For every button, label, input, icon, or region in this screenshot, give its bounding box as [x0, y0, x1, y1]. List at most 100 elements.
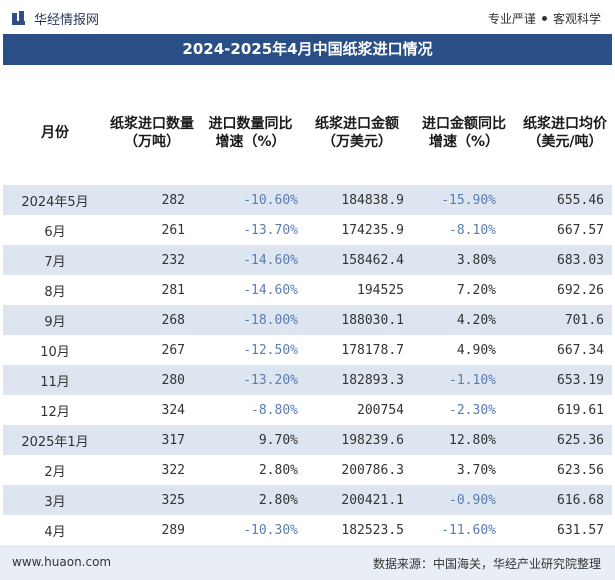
- header-month: 月份: [41, 124, 69, 141]
- cell-amount: 158462.4: [304, 245, 410, 275]
- cell-volume-yoy: -18.00%: [197, 305, 304, 335]
- table-row: 4月 289 -10.30% 182523.5 -11.60% 631.57: [3, 515, 612, 545]
- cell-volume-yoy: 2.80%: [258, 462, 298, 478]
- cell-price: 692.26: [557, 282, 604, 298]
- cell-amount-yoy: -1.10%: [410, 365, 518, 395]
- cell-price: 616.68: [518, 485, 612, 515]
- cell-amount-yoy: -2.30%: [449, 402, 496, 418]
- bullet-dot-icon: [541, 16, 547, 21]
- cell-volume-yoy: -10.60%: [197, 185, 304, 215]
- cell-volume: 280: [107, 365, 197, 395]
- cell-month: 2024年5月: [3, 185, 107, 215]
- header-volume-yoy: 进口数量同比增速（%）: [208, 115, 293, 150]
- cell-volume-yoy: -13.70%: [243, 222, 298, 238]
- footer-source: 数据来源：中国海关，华经产业研究院整理: [372, 557, 601, 571]
- top-bar: 华经情报网 专业严谨 客观科学: [0, 0, 615, 34]
- cell-month: 12月: [40, 404, 70, 420]
- cell-amount-yoy: -15.90%: [410, 185, 518, 215]
- table-row: 12月 324 -8.80% 200754 -2.30% 619.61: [3, 395, 612, 425]
- table-row: 9月 268 -18.00% 188030.1 4.20% 701.6: [3, 305, 612, 335]
- cell-amount: 194525: [357, 282, 404, 298]
- cell-amount-yoy: 4.20%: [410, 305, 518, 335]
- cell-amount-yoy: 3.80%: [410, 245, 518, 275]
- cell-volume: 317: [107, 425, 197, 455]
- table-header-row: 月份 纸浆进口数量（万吨） 进口数量同比增速（%） 纸浆进口金额（万美元） 进口…: [3, 80, 612, 185]
- cell-volume: 232: [107, 245, 197, 275]
- cell-month: 10月: [40, 344, 70, 360]
- cell-amount: 178178.7: [341, 342, 404, 358]
- cell-volume-yoy: 2.80%: [197, 485, 304, 515]
- table-row: 2024年5月 282 -10.60% 184838.9 -15.90% 655.46: [3, 185, 612, 215]
- header-price: 纸浆进口均价（美元/吨）: [523, 115, 607, 150]
- brand-name: 华经情报网: [34, 13, 100, 28]
- pulp-import-table: 月份 纸浆进口数量（万吨） 进口数量同比增速（%） 纸浆进口金额（万美元） 进口…: [3, 80, 612, 545]
- table-row: 8月 281 -14.60% 194525 7.20% 692.26: [3, 275, 612, 305]
- cell-amount: 200421.1: [304, 485, 410, 515]
- cell-volume-yoy: -10.30%: [243, 522, 298, 538]
- cell-amount-yoy: 12.80%: [410, 425, 518, 455]
- header-volume: 纸浆进口数量（万吨）: [110, 115, 194, 150]
- cell-price: 619.61: [557, 402, 604, 418]
- cell-volume: 281: [161, 282, 185, 298]
- table-row: 6月 261 -13.70% 174235.9 -8.10% 667.57: [3, 215, 612, 245]
- table-row: 2月 322 2.80% 200786.3 3.70% 623.56: [3, 455, 612, 485]
- cell-price: 683.03: [518, 245, 612, 275]
- cell-amount: 184838.9: [304, 185, 410, 215]
- cell-month: 11月: [3, 365, 107, 395]
- cell-price: 667.57: [557, 222, 604, 238]
- cell-volume: 282: [107, 185, 197, 215]
- cell-amount: 200754: [357, 402, 404, 418]
- cell-amount: 198239.6: [304, 425, 410, 455]
- cell-amount: 182893.3: [304, 365, 410, 395]
- cell-volume-yoy: -14.60%: [197, 245, 304, 275]
- cell-amount: 188030.1: [304, 305, 410, 335]
- cell-volume-yoy: -14.60%: [243, 282, 298, 298]
- cell-price: 701.6: [518, 305, 612, 335]
- cell-volume: 267: [161, 342, 185, 358]
- header-amount-yoy: 进口金额同比增速（%）: [422, 115, 506, 150]
- brand-logo-icon: [12, 10, 28, 27]
- table-row: 10月 267 -12.50% 178178.7 4.90% 667.34: [3, 335, 612, 365]
- cell-amount-yoy: -8.10%: [449, 222, 496, 238]
- cell-price: 655.46: [518, 185, 612, 215]
- brand-tagline: 专业严谨 客观科学: [488, 10, 601, 27]
- cell-amount-yoy: -11.60%: [441, 522, 496, 538]
- cell-volume: 325: [107, 485, 197, 515]
- cell-volume: 261: [161, 222, 185, 238]
- cell-month: 2月: [44, 464, 66, 480]
- table-row: 7月 232 -14.60% 158462.4 3.80% 683.03: [3, 245, 612, 275]
- footer-website[interactable]: www.huaon.com: [12, 555, 112, 569]
- cell-price: 625.36: [518, 425, 612, 455]
- cell-amount-yoy: -0.90%: [410, 485, 518, 515]
- cell-month: 7月: [3, 245, 107, 275]
- cell-volume-yoy: -12.50%: [243, 342, 298, 358]
- cell-month: 8月: [44, 284, 66, 300]
- cell-volume-yoy: -8.80%: [251, 402, 298, 418]
- cell-volume: 324: [161, 402, 185, 418]
- cell-volume: 289: [161, 522, 185, 538]
- table-row: 11月 280 -13.20% 182893.3 -1.10% 653.19: [3, 365, 612, 395]
- cell-month: 2025年1月: [3, 425, 107, 455]
- cell-amount: 174235.9: [341, 222, 404, 238]
- cell-volume: 268: [107, 305, 197, 335]
- brand-logo[interactable]: 华经情报网: [12, 9, 99, 28]
- cell-price: 631.57: [557, 522, 604, 538]
- cell-month: 6月: [44, 224, 66, 240]
- cell-amount: 200786.3: [341, 462, 404, 478]
- tagline-left: 专业严谨: [487, 12, 536, 26]
- header-amount: 纸浆进口金额（万美元）: [315, 115, 399, 150]
- cell-month: 4月: [44, 524, 66, 540]
- tagline-right: 客观科学: [552, 12, 601, 26]
- cell-price: 623.56: [557, 462, 604, 478]
- table-title: 2024-2025年4月中国纸浆进口情况: [3, 34, 612, 65]
- cell-month: 3月: [3, 485, 107, 515]
- cell-amount: 182523.5: [341, 522, 404, 538]
- cell-price: 667.34: [557, 342, 604, 358]
- table-row: 2025年1月 317 9.70% 198239.6 12.80% 625.36: [3, 425, 612, 455]
- cell-amount-yoy: 4.90%: [456, 342, 496, 358]
- cell-volume-yoy: 9.70%: [197, 425, 304, 455]
- cell-amount-yoy: 7.20%: [456, 282, 496, 298]
- table-row: 3月 325 2.80% 200421.1 -0.90% 616.68: [3, 485, 612, 515]
- cell-volume-yoy: -13.20%: [197, 365, 304, 395]
- footer-bar: www.huaon.com 数据来源：中国海关，华经产业研究院整理: [0, 545, 615, 580]
